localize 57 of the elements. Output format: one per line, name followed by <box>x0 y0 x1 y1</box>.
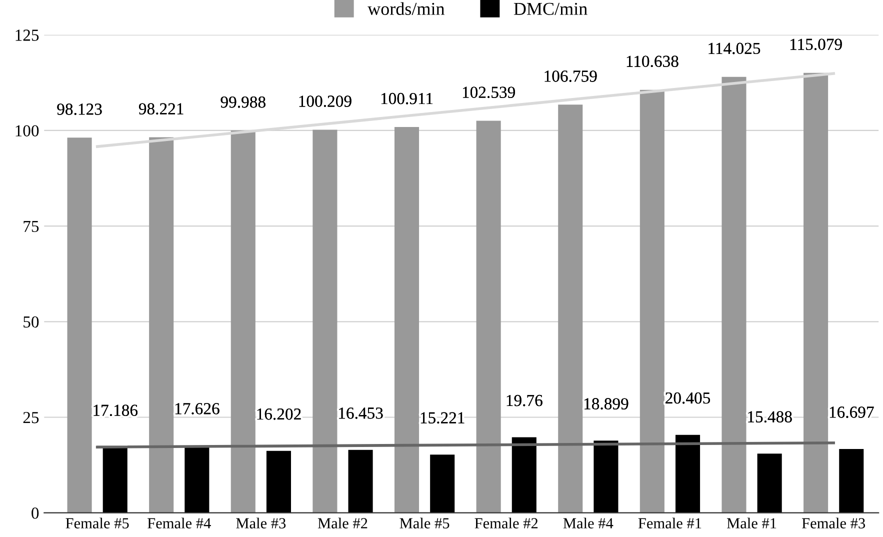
bar <box>804 72 828 513</box>
x-tick-label: Male #2 <box>318 518 368 528</box>
bar <box>757 454 782 513</box>
data-label: 110.638 <box>626 56 678 68</box>
data-label: 115.079 <box>790 38 842 50</box>
bar <box>676 434 700 513</box>
y-tick-label: 100 <box>16 125 39 136</box>
bar <box>839 448 864 513</box>
data-label: 17.186 <box>94 404 138 416</box>
x-tick-label: Female #4 <box>148 518 211 528</box>
data-label: 98.221 <box>138 103 184 115</box>
bar <box>67 138 92 513</box>
x-tick-label: Male #5 <box>400 518 450 528</box>
bar <box>558 104 583 513</box>
y-tick-label: 50 <box>24 316 39 328</box>
bar <box>722 76 746 513</box>
bar <box>640 90 664 513</box>
data-label: 16.202 <box>257 408 301 420</box>
data-label: 98.123 <box>57 104 102 115</box>
bar <box>312 130 338 513</box>
data-label: 99.988 <box>220 96 266 108</box>
x-tick-label: Male #4 <box>563 518 614 528</box>
data-label: 20.405 <box>666 392 710 404</box>
x-tick-label: Male #3 <box>236 518 286 528</box>
legend-label: DMC/min <box>514 2 588 15</box>
bar <box>594 440 618 513</box>
x-tick-label: Male #1 <box>726 518 776 528</box>
data-label: 106.759 <box>544 70 597 82</box>
legend-label: words/min <box>368 2 445 15</box>
bar <box>230 130 256 513</box>
data-label: 100.911 <box>381 92 433 104</box>
bar <box>266 450 292 513</box>
bar <box>102 447 128 513</box>
data-label: 102.539 <box>462 86 515 98</box>
data-label: 15.488 <box>748 411 792 423</box>
y-tick-label: 25 <box>23 412 39 424</box>
x-tick-label: Female #1 <box>638 518 702 528</box>
x-tick-label: Female #2 <box>474 518 538 528</box>
bar <box>430 454 455 513</box>
bar <box>394 127 420 513</box>
bar <box>476 120 501 513</box>
data-label: 16.697 <box>830 406 874 418</box>
data-label: 17.626 <box>175 403 220 414</box>
bar <box>149 137 174 513</box>
data-label: 100.209 <box>299 96 352 107</box>
data-label: 19.76 <box>506 394 542 406</box>
y-tick-label: 125 <box>16 30 39 41</box>
x-tick-label: Female #5 <box>66 518 129 528</box>
data-label: 114.025 <box>708 42 760 54</box>
data-label: 15.221 <box>420 412 464 424</box>
x-tick-label: Female #3 <box>802 518 866 528</box>
bar <box>348 450 373 513</box>
bar <box>512 437 536 513</box>
y-tick-label: 0 <box>32 508 39 519</box>
y-tick-label: 75 <box>24 220 39 232</box>
data-label: 16.453 <box>339 408 383 419</box>
data-label: 18.899 <box>584 398 628 410</box>
